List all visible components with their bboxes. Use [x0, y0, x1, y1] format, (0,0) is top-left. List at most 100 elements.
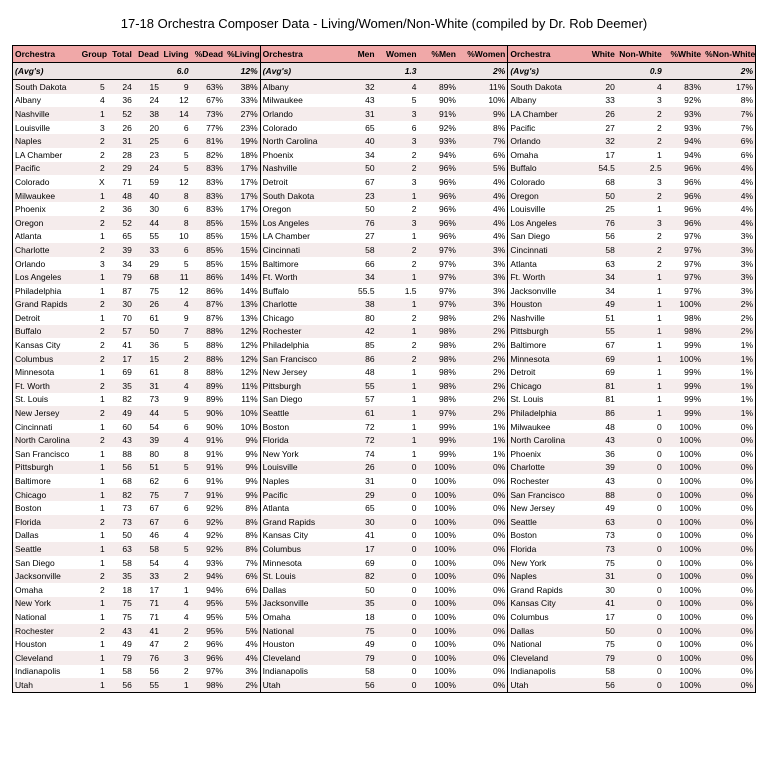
cell-value: 3%	[458, 298, 507, 312]
cell-value: 54	[134, 556, 161, 570]
cell-value: 100%	[664, 488, 703, 502]
cell-value: 88%	[191, 352, 226, 366]
cell-value: 43	[585, 433, 617, 447]
cell-value: 40	[134, 189, 161, 203]
cell-value: 35	[342, 597, 377, 611]
cell-value: 41	[107, 338, 134, 352]
orchestra-name: Pittsburgh	[13, 461, 80, 475]
orchestra-name: Orlando	[508, 134, 584, 148]
cell-value: 58	[107, 665, 134, 679]
cell-value: 86	[585, 406, 617, 420]
cell-value: 65	[342, 501, 377, 515]
cell-value: 0%	[703, 529, 755, 543]
cell-value: 71	[107, 175, 134, 189]
cell-value: 3%	[458, 257, 507, 271]
cell-value: 29	[134, 257, 161, 271]
table-row: Columbus170100%0%	[508, 610, 755, 624]
table-row: Baltimore67199%1%	[508, 338, 755, 352]
table-row: Colorado68396%4%	[508, 175, 755, 189]
orchestra-name: Pacific	[13, 162, 80, 176]
cell-value: 1	[80, 488, 107, 502]
cell-value: 36	[107, 202, 134, 216]
cell-value: 0%	[703, 597, 755, 611]
cell-value: 82%	[191, 148, 226, 162]
cell-value: 83%	[191, 175, 226, 189]
cell-value: 1	[377, 365, 419, 379]
orchestra-name: New Jersey	[13, 406, 80, 420]
table-row: Dallas500100%0%	[508, 624, 755, 638]
table-row: Chicago18275791%9%	[13, 488, 260, 502]
table-row: Pacific22924583%17%	[13, 162, 260, 176]
cell-value: 69	[342, 556, 377, 570]
cell-value: 91%	[419, 107, 458, 121]
cell-value: 5	[161, 406, 191, 420]
cell-value: 5	[377, 94, 419, 108]
cell-value: 43	[585, 474, 617, 488]
cell-value: 11%	[225, 393, 260, 407]
cell-value: 19%	[225, 134, 260, 148]
table-row: Philadelphia86199%1%	[508, 406, 755, 420]
cell-value: 32	[342, 80, 377, 94]
cell-value: 31	[134, 379, 161, 393]
cell-value: 97%	[419, 270, 458, 284]
cell-value: 1	[80, 189, 107, 203]
table-row: Minnesota690100%0%	[261, 556, 508, 570]
cell-value: 0	[617, 488, 664, 502]
cell-value: 1	[161, 678, 191, 692]
orchestra-name: Charlotte	[508, 461, 584, 475]
orchestra-name: Dallas	[261, 583, 342, 597]
cell-value: 99%	[664, 406, 703, 420]
table-row: Houston491100%2%	[508, 298, 755, 312]
cell-value: 1	[377, 189, 419, 203]
orchestra-name: Ft. Worth	[13, 379, 80, 393]
table-row: Cincinnati16054690%10%	[13, 420, 260, 434]
cell-value: 2	[80, 433, 107, 447]
cell-value: 100%	[419, 637, 458, 651]
orchestra-name: Oregon	[13, 216, 80, 230]
cell-value: 43	[107, 624, 134, 638]
col-header: %White	[664, 46, 703, 63]
cell-value: 91%	[191, 461, 226, 475]
cell-value: 83%	[191, 162, 226, 176]
cell-value: 3	[617, 175, 664, 189]
cell-value: 2	[617, 107, 664, 121]
section-nonwhite: OrchestraWhiteNon-White%White%Non-White …	[508, 46, 755, 692]
table-row: Columbus21715288%12%	[13, 352, 260, 366]
cell-value: 30	[585, 583, 617, 597]
table-row: Louisville32620677%23%	[13, 121, 260, 135]
cell-value: 76	[585, 216, 617, 230]
cell-value: 1	[377, 230, 419, 244]
cell-value: 100%	[419, 624, 458, 638]
table-row: LA Chamber27196%4%	[261, 230, 508, 244]
table-row: New York17571495%5%	[13, 597, 260, 611]
cell-value: 98%	[191, 678, 226, 692]
cell-value: 100%	[664, 501, 703, 515]
table-row: South Dakota20483%17%	[508, 80, 755, 94]
cell-value: 74	[342, 447, 377, 461]
table-wrap: OrchestraGroupTotalDeadLiving%Dead%Livin…	[12, 45, 756, 693]
table-row: Baltimore16862691%9%	[13, 474, 260, 488]
cell-value: 1	[617, 352, 664, 366]
orchestra-name: Utah	[508, 678, 584, 692]
cell-value: 1	[80, 311, 107, 325]
table-row: Colorado65692%8%	[261, 121, 508, 135]
orchestra-name: Rochester	[261, 325, 342, 339]
section-women: OrchestraMenWomen%Men%Women (Avg's)1.32%…	[261, 46, 509, 692]
cell-value: 47	[134, 637, 161, 651]
cell-value: 100%	[419, 461, 458, 475]
cell-value: 94%	[191, 583, 226, 597]
cell-value: 80	[342, 311, 377, 325]
cell-value: 97%	[664, 230, 703, 244]
cell-value: 52	[107, 107, 134, 121]
cell-value: 100%	[419, 488, 458, 502]
cell-value: 58	[585, 243, 617, 257]
cell-value: 5	[161, 257, 191, 271]
cell-value: 57	[107, 325, 134, 339]
cell-value: 2	[377, 148, 419, 162]
cell-value: 92%	[191, 542, 226, 556]
cell-value: 0%	[458, 637, 507, 651]
cell-value: 71	[134, 610, 161, 624]
cell-value: 1%	[703, 365, 755, 379]
cell-value: 95%	[191, 610, 226, 624]
cell-value: 69	[107, 365, 134, 379]
